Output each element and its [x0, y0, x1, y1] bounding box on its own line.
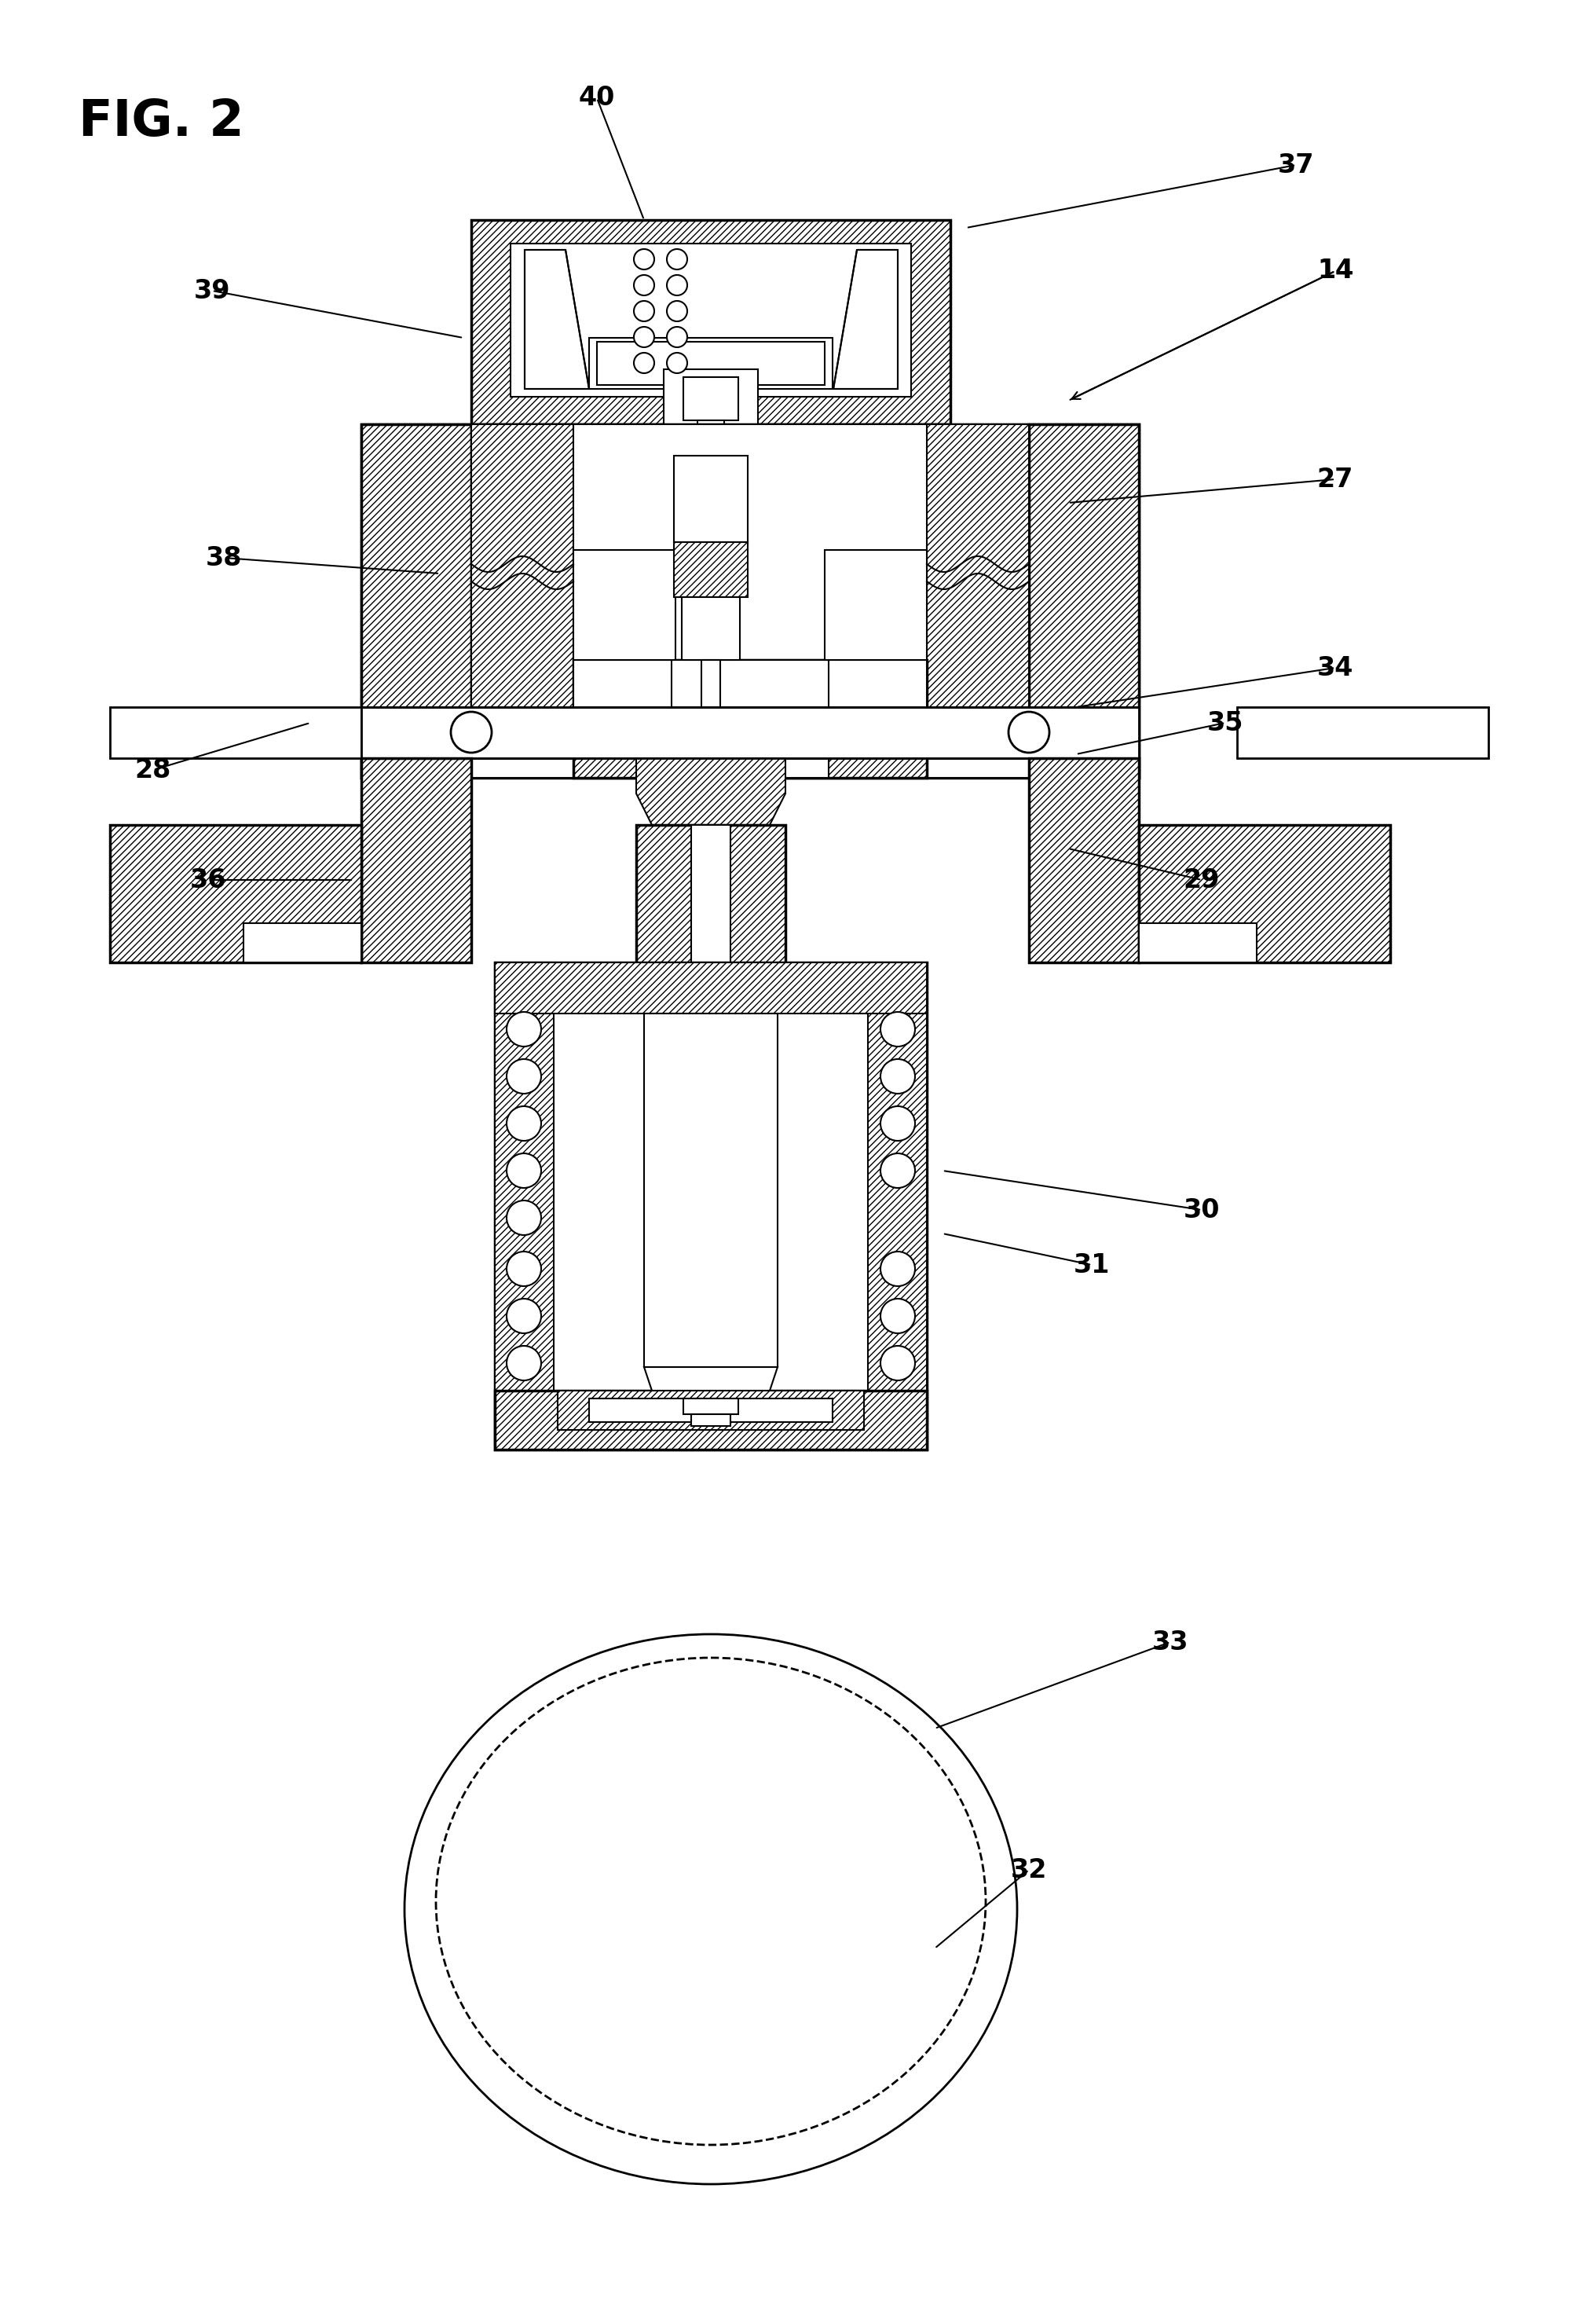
Text: 30: 30 — [1183, 1197, 1219, 1222]
Bar — [495, 962, 926, 1450]
Bar — [824, 660, 926, 739]
Bar — [589, 1399, 832, 1422]
Bar — [691, 825, 729, 983]
Bar — [672, 660, 828, 779]
Bar — [573, 551, 675, 660]
Text: 33: 33 — [1151, 1629, 1187, 1655]
Circle shape — [879, 1011, 915, 1046]
Bar — [361, 758, 471, 962]
Circle shape — [879, 1253, 915, 1285]
Text: 14: 14 — [1317, 258, 1353, 284]
Bar — [573, 425, 926, 660]
Bar — [688, 444, 733, 472]
Polygon shape — [833, 251, 897, 388]
Text: 37: 37 — [1277, 151, 1314, 179]
Text: 31: 31 — [1073, 1253, 1109, 1278]
Text: 27: 27 — [1317, 467, 1353, 493]
Text: 14: 14 — [1317, 258, 1353, 284]
Bar — [1028, 425, 1138, 779]
Bar — [868, 962, 926, 1450]
Polygon shape — [678, 723, 742, 755]
Circle shape — [450, 711, 492, 753]
Circle shape — [667, 249, 686, 270]
Circle shape — [667, 328, 686, 346]
Bar — [683, 1399, 737, 1415]
Bar — [243, 923, 361, 962]
Bar — [674, 541, 747, 597]
Bar — [643, 1013, 777, 1367]
Polygon shape — [683, 518, 737, 539]
Circle shape — [634, 249, 654, 270]
Text: 36: 36 — [190, 867, 227, 892]
Bar — [1028, 758, 1138, 962]
Text: FIG. 2: FIG. 2 — [78, 98, 244, 146]
Circle shape — [506, 1011, 541, 1046]
Text: 38: 38 — [206, 544, 243, 572]
Bar — [573, 660, 926, 779]
Bar — [110, 706, 361, 758]
Bar — [681, 597, 739, 660]
Bar — [1138, 825, 1390, 962]
Bar — [674, 456, 747, 541]
Circle shape — [634, 274, 654, 295]
Bar — [683, 376, 737, 421]
Bar — [361, 425, 1138, 779]
Circle shape — [506, 1153, 541, 1188]
Circle shape — [506, 1299, 541, 1334]
Text: 40: 40 — [578, 86, 614, 112]
Bar — [589, 337, 832, 388]
Bar — [361, 706, 1138, 758]
Circle shape — [1009, 711, 1049, 753]
Circle shape — [634, 353, 654, 374]
Circle shape — [667, 353, 686, 374]
Bar — [701, 660, 720, 723]
Polygon shape — [643, 1367, 777, 1390]
Bar — [495, 1390, 926, 1450]
Circle shape — [879, 1153, 915, 1188]
Circle shape — [879, 1299, 915, 1334]
Circle shape — [634, 300, 654, 321]
Bar — [495, 962, 926, 1013]
Circle shape — [506, 1202, 541, 1234]
Bar — [597, 342, 824, 386]
Bar — [824, 551, 926, 660]
Bar — [635, 825, 785, 983]
Text: 34: 34 — [1317, 655, 1353, 681]
Circle shape — [506, 1106, 541, 1141]
Bar — [557, 1390, 863, 1429]
Polygon shape — [635, 758, 785, 825]
Text: 32: 32 — [1010, 1857, 1047, 1882]
Polygon shape — [525, 251, 589, 388]
Circle shape — [634, 328, 654, 346]
Circle shape — [506, 1253, 541, 1285]
Bar — [1237, 706, 1487, 758]
Bar — [926, 425, 1028, 730]
Bar — [1138, 923, 1256, 962]
Circle shape — [879, 1106, 915, 1141]
Bar — [664, 370, 758, 428]
Circle shape — [667, 274, 686, 295]
Polygon shape — [691, 755, 729, 779]
Text: 29: 29 — [1183, 867, 1219, 892]
Bar — [361, 425, 471, 779]
Bar — [471, 425, 573, 730]
Circle shape — [506, 1060, 541, 1095]
Bar — [110, 825, 361, 962]
Text: 35: 35 — [1207, 709, 1243, 737]
Bar — [471, 221, 950, 425]
Bar — [511, 244, 911, 397]
Text: 39: 39 — [193, 279, 230, 304]
Bar — [697, 472, 725, 518]
Circle shape — [506, 1346, 541, 1380]
Text: 28: 28 — [136, 758, 171, 783]
Bar — [573, 660, 675, 739]
Bar — [495, 962, 554, 1450]
Circle shape — [879, 1346, 915, 1380]
Circle shape — [667, 300, 686, 321]
Bar — [691, 1415, 729, 1427]
Bar — [697, 421, 725, 444]
Bar — [471, 425, 1028, 779]
Circle shape — [879, 1060, 915, 1095]
